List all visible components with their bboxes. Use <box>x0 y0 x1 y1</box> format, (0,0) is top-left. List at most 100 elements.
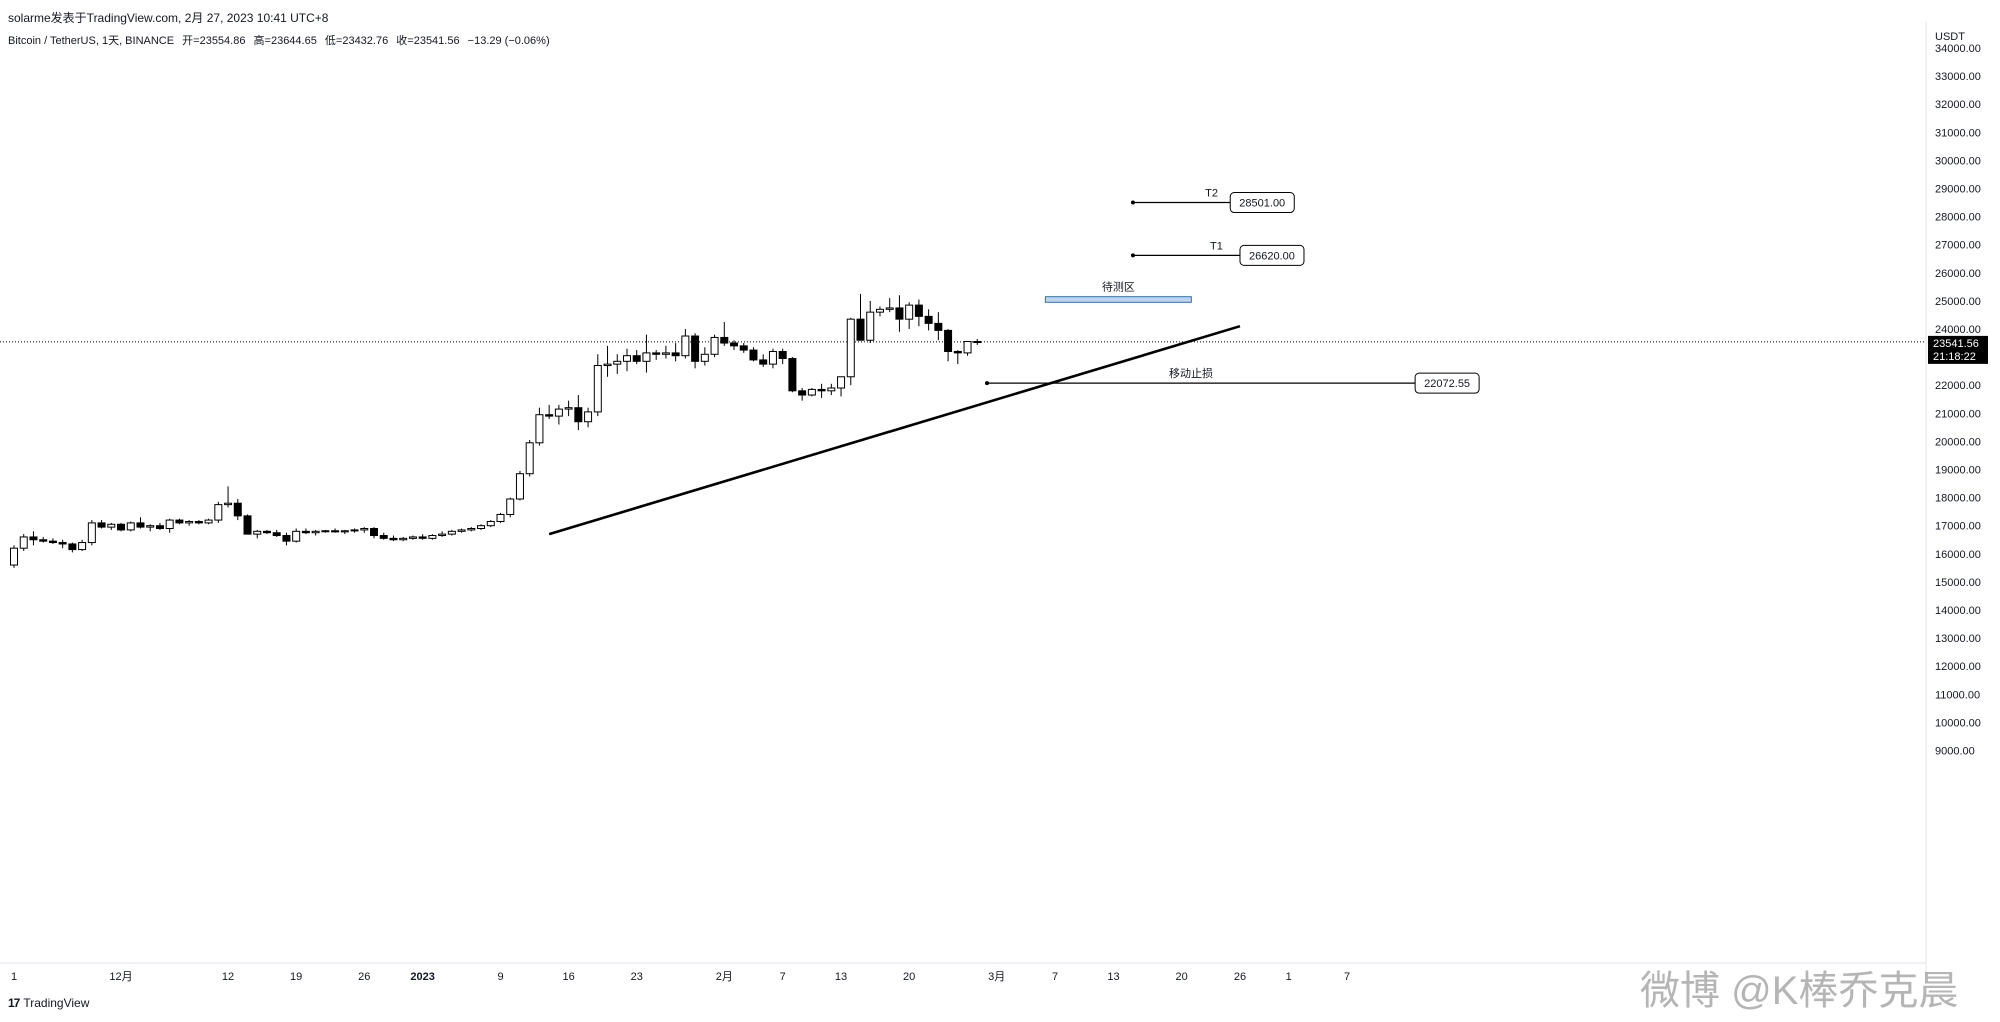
candle-body <box>768 350 777 365</box>
test-zone[interactable]: 待测区 <box>1044 280 1192 303</box>
candle-body <box>759 359 768 365</box>
candle <box>934 312 943 341</box>
candle-body <box>477 525 486 530</box>
test-zone-label: 待测区 <box>1102 280 1135 294</box>
ohlc-low: 低=23432.76 <box>324 35 389 47</box>
candle-body <box>457 529 466 532</box>
candle <box>953 350 962 365</box>
current-price-value: 23541.56 <box>1933 338 1979 350</box>
candle-body <box>350 529 359 532</box>
trendline[interactable] <box>548 324 1241 536</box>
y-tick-label: 31000.00 <box>1935 127 1981 139</box>
candle-body <box>730 342 739 347</box>
trailing-stop-price-box <box>1414 372 1480 394</box>
x-tick-label: 9 <box>497 971 503 983</box>
candle <box>545 404 554 419</box>
x-tick-label: 16 <box>562 971 574 983</box>
t2-label: T2 <box>1205 188 1218 200</box>
t2-anchor-dot <box>1130 200 1135 205</box>
candle-body <box>428 535 437 539</box>
y-tick-label: 16000.00 <box>1935 549 1981 561</box>
weibo-watermark: 微博 @K棒乔克晨 <box>1640 969 1959 1013</box>
trailing-stop[interactable]: 移动止损 22072.55 <box>985 366 1480 394</box>
candle-body <box>243 515 252 535</box>
candle <box>447 529 456 536</box>
y-tick-label: 11000.00 <box>1935 689 1980 701</box>
candle <box>788 357 797 393</box>
candle-body <box>866 311 875 341</box>
candle <box>58 539 67 549</box>
candle <box>730 340 739 351</box>
candle <box>895 295 904 332</box>
candle <box>593 354 602 417</box>
candle-body <box>613 360 622 365</box>
candle-body <box>438 533 447 537</box>
candle-body <box>622 355 631 362</box>
candle <box>613 354 622 374</box>
candle-body <box>652 352 661 355</box>
candles <box>10 293 982 568</box>
candle <box>807 388 816 397</box>
candle-body <box>282 535 291 542</box>
trailing-stop-label: 移动止损 <box>1169 366 1213 380</box>
t2-price-box <box>1229 192 1295 214</box>
x-tick-label: 19 <box>290 971 302 983</box>
candle-body <box>331 530 340 533</box>
candle <box>759 354 768 367</box>
trailing-stop-anchor-dot <box>985 381 989 386</box>
candle-body <box>272 532 281 537</box>
ohlc-close: 收=23541.56 <box>396 35 460 47</box>
ohlc-change: −13.29 (−0.06%) <box>467 35 550 47</box>
candle-body <box>827 387 836 392</box>
candle-body <box>262 530 271 534</box>
candle <box>496 513 505 523</box>
x-tick-label: 12 <box>222 971 234 983</box>
candle <box>515 470 524 501</box>
candle <box>321 529 330 533</box>
candle-body <box>574 407 583 423</box>
candle <box>360 527 369 533</box>
t1-price-label: 26620.00 <box>1249 250 1295 262</box>
candle <box>224 486 233 508</box>
x-tick-label: 26 <box>358 971 370 983</box>
candle-body <box>107 523 116 528</box>
candle <box>671 343 680 362</box>
candle-body <box>798 390 807 396</box>
t2-price-label: 28501.00 <box>1239 198 1285 210</box>
candle-body <box>934 322 943 331</box>
currency-label: USDT <box>1935 31 1965 43</box>
candle-body <box>846 318 855 378</box>
candle <box>97 520 106 529</box>
candle <box>720 321 729 346</box>
candle-body <box>584 411 593 423</box>
y-tick-label: 10000.00 <box>1935 717 1981 729</box>
candle <box>272 529 281 537</box>
candle <box>632 350 641 365</box>
candle <box>214 501 223 523</box>
symbol-name[interactable]: Bitcoin / TetherUS, 1天, BINANCE <box>8 35 175 47</box>
tradingview-brand-text: TradingView <box>23 996 90 1010</box>
candle-body <box>905 304 914 320</box>
x-tick-label: 26 <box>1234 971 1246 983</box>
candle <box>846 317 855 386</box>
candle <box>399 536 408 542</box>
candle-body <box>39 539 48 542</box>
y-tick-label: 18000.00 <box>1935 493 1981 505</box>
candle-body <box>58 542 67 545</box>
candle <box>885 298 894 313</box>
t1-target[interactable]: T1 26620.00 <box>1130 240 1305 266</box>
candle <box>340 529 349 535</box>
candle-body <box>233 502 242 517</box>
candle <box>914 299 923 327</box>
candle-body <box>593 365 602 413</box>
candle <box>418 534 427 540</box>
candle <box>749 347 758 362</box>
candle-body <box>87 522 96 544</box>
tradingview-branding[interactable]: 17 TradingView <box>8 996 89 1010</box>
y-tick-label: 33000.00 <box>1935 71 1981 83</box>
t2-target[interactable]: T2 28501.00 <box>1130 188 1295 214</box>
candle-body <box>914 304 923 317</box>
